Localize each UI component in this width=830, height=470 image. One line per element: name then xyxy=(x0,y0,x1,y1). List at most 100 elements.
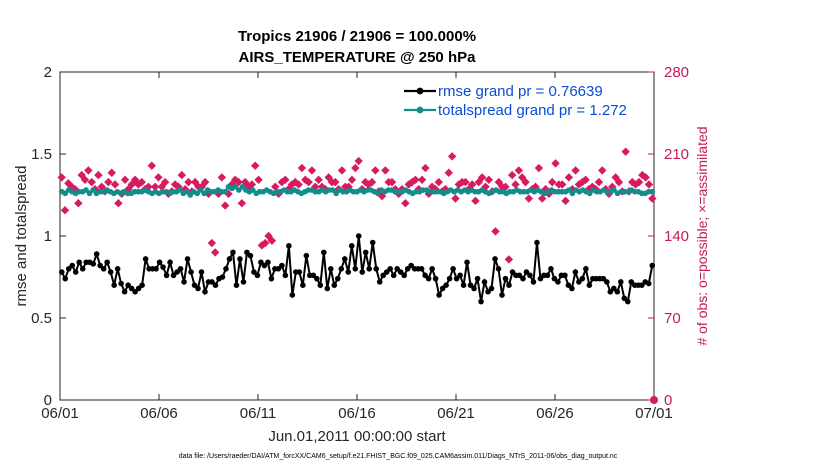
rmse-point xyxy=(202,288,208,295)
obs-count-point xyxy=(524,194,534,203)
obs-count-point xyxy=(441,184,450,194)
obs-count-point xyxy=(150,182,160,191)
obs-count-point xyxy=(304,177,313,187)
obs-count-point xyxy=(507,170,517,180)
obs-possible-marker xyxy=(650,396,658,404)
rmse-point xyxy=(265,259,271,266)
obs-count-point xyxy=(504,255,514,264)
rmse-point xyxy=(604,279,610,285)
rmse-point xyxy=(383,269,390,275)
rmse-point xyxy=(450,266,456,272)
obs-count-point xyxy=(594,177,604,187)
rmse-point xyxy=(583,266,589,272)
rmse-point xyxy=(576,279,582,285)
data-file-footer: data file: /Users/raeder/DAI/ATM_forcXX/… xyxy=(179,453,618,460)
obs-count-point xyxy=(641,173,650,182)
obs-count-point xyxy=(628,177,637,187)
obs-count-point xyxy=(337,166,347,175)
rmse-point xyxy=(401,272,407,279)
rmse-point xyxy=(562,272,568,279)
obs-count-point xyxy=(551,159,560,168)
y2-tick-label: 0 xyxy=(664,392,672,409)
obs-count-point xyxy=(120,175,130,184)
rmse-point xyxy=(247,252,254,259)
obs-count-point xyxy=(217,173,227,182)
obs-count-point xyxy=(110,180,120,189)
rmse-point xyxy=(114,266,121,272)
rmse-point xyxy=(209,279,215,285)
obs-count-point xyxy=(621,147,630,156)
obs-count-point xyxy=(184,177,193,187)
x-tick-label: 06/21 xyxy=(437,405,475,422)
rmse-point xyxy=(586,282,593,289)
obs-count-point xyxy=(331,177,340,187)
rmse-point xyxy=(279,262,285,269)
obs-count-point xyxy=(538,194,547,203)
rmse-point xyxy=(111,282,117,289)
y2-tick-label: 280 xyxy=(664,64,689,81)
rmse-point xyxy=(345,269,352,275)
chart-title: Tropics 21906 / 21906 = 100.000% xyxy=(238,28,476,45)
rmse-point xyxy=(121,288,128,295)
rmse-point xyxy=(352,266,359,272)
rmse-point xyxy=(425,275,432,282)
totalspread-point xyxy=(222,188,228,195)
rmse-point xyxy=(467,282,474,289)
rmse-point xyxy=(506,282,512,289)
rmse-point xyxy=(275,266,282,272)
obs-count-point xyxy=(477,173,487,182)
rmse-point xyxy=(251,269,257,275)
obs-count-point xyxy=(631,180,640,189)
obs-count-point xyxy=(598,166,607,175)
obs-count-point xyxy=(154,173,163,182)
rmse-point xyxy=(195,285,201,292)
rmse-point xyxy=(62,275,69,282)
rmse-point xyxy=(153,266,159,272)
rmse-point xyxy=(366,266,373,272)
legend-box xyxy=(396,78,650,120)
obs-count-point xyxy=(307,166,317,175)
obs-count-point xyxy=(291,177,300,187)
rmse-point xyxy=(478,298,484,305)
rmse-point xyxy=(128,285,135,292)
obs-count-point xyxy=(581,175,590,184)
rmse-point xyxy=(177,266,184,272)
rmse-point xyxy=(174,269,180,275)
rmse-point xyxy=(296,269,303,275)
obs-count-point xyxy=(230,175,240,184)
obs-count-point xyxy=(421,163,430,173)
obs-count-point xyxy=(87,177,96,187)
rmse-point xyxy=(65,266,72,272)
obs-count-point xyxy=(267,236,277,245)
obs-count-point xyxy=(494,177,504,187)
obs-count-point xyxy=(444,168,453,177)
obs-count-point xyxy=(271,182,280,191)
obs-count-point xyxy=(491,227,500,236)
rmse-point xyxy=(258,259,264,266)
rmse-point xyxy=(97,262,103,269)
obs-count-point xyxy=(80,175,90,184)
rmse-point xyxy=(282,272,289,279)
rmse-point xyxy=(544,272,551,279)
rmse-point xyxy=(408,262,414,269)
obs-count-point xyxy=(574,180,584,189)
rmse-point xyxy=(90,261,96,267)
rmse-point xyxy=(314,275,320,282)
rmse-point xyxy=(404,266,411,272)
rmse-point xyxy=(565,282,572,289)
rmse-point xyxy=(572,269,579,275)
rmse-point xyxy=(355,233,362,239)
obs-count-point xyxy=(297,163,307,173)
rmse-point xyxy=(551,275,558,282)
obs-count-point xyxy=(170,180,180,189)
chart-subtitle: AIRS_TEMPERATURE @ 250 hPa xyxy=(239,49,477,66)
totalspread-series xyxy=(58,184,656,198)
legend-spread-label: totalspread grand pr = 1.272 xyxy=(438,102,627,119)
obs-count-point xyxy=(501,182,510,191)
rmse-point xyxy=(614,288,621,295)
y2-tick-label: 210 xyxy=(664,146,689,163)
obs-count-point xyxy=(137,177,146,187)
rmse-point xyxy=(170,272,177,279)
rmse-point xyxy=(471,285,477,292)
obs-count-point xyxy=(614,177,624,187)
